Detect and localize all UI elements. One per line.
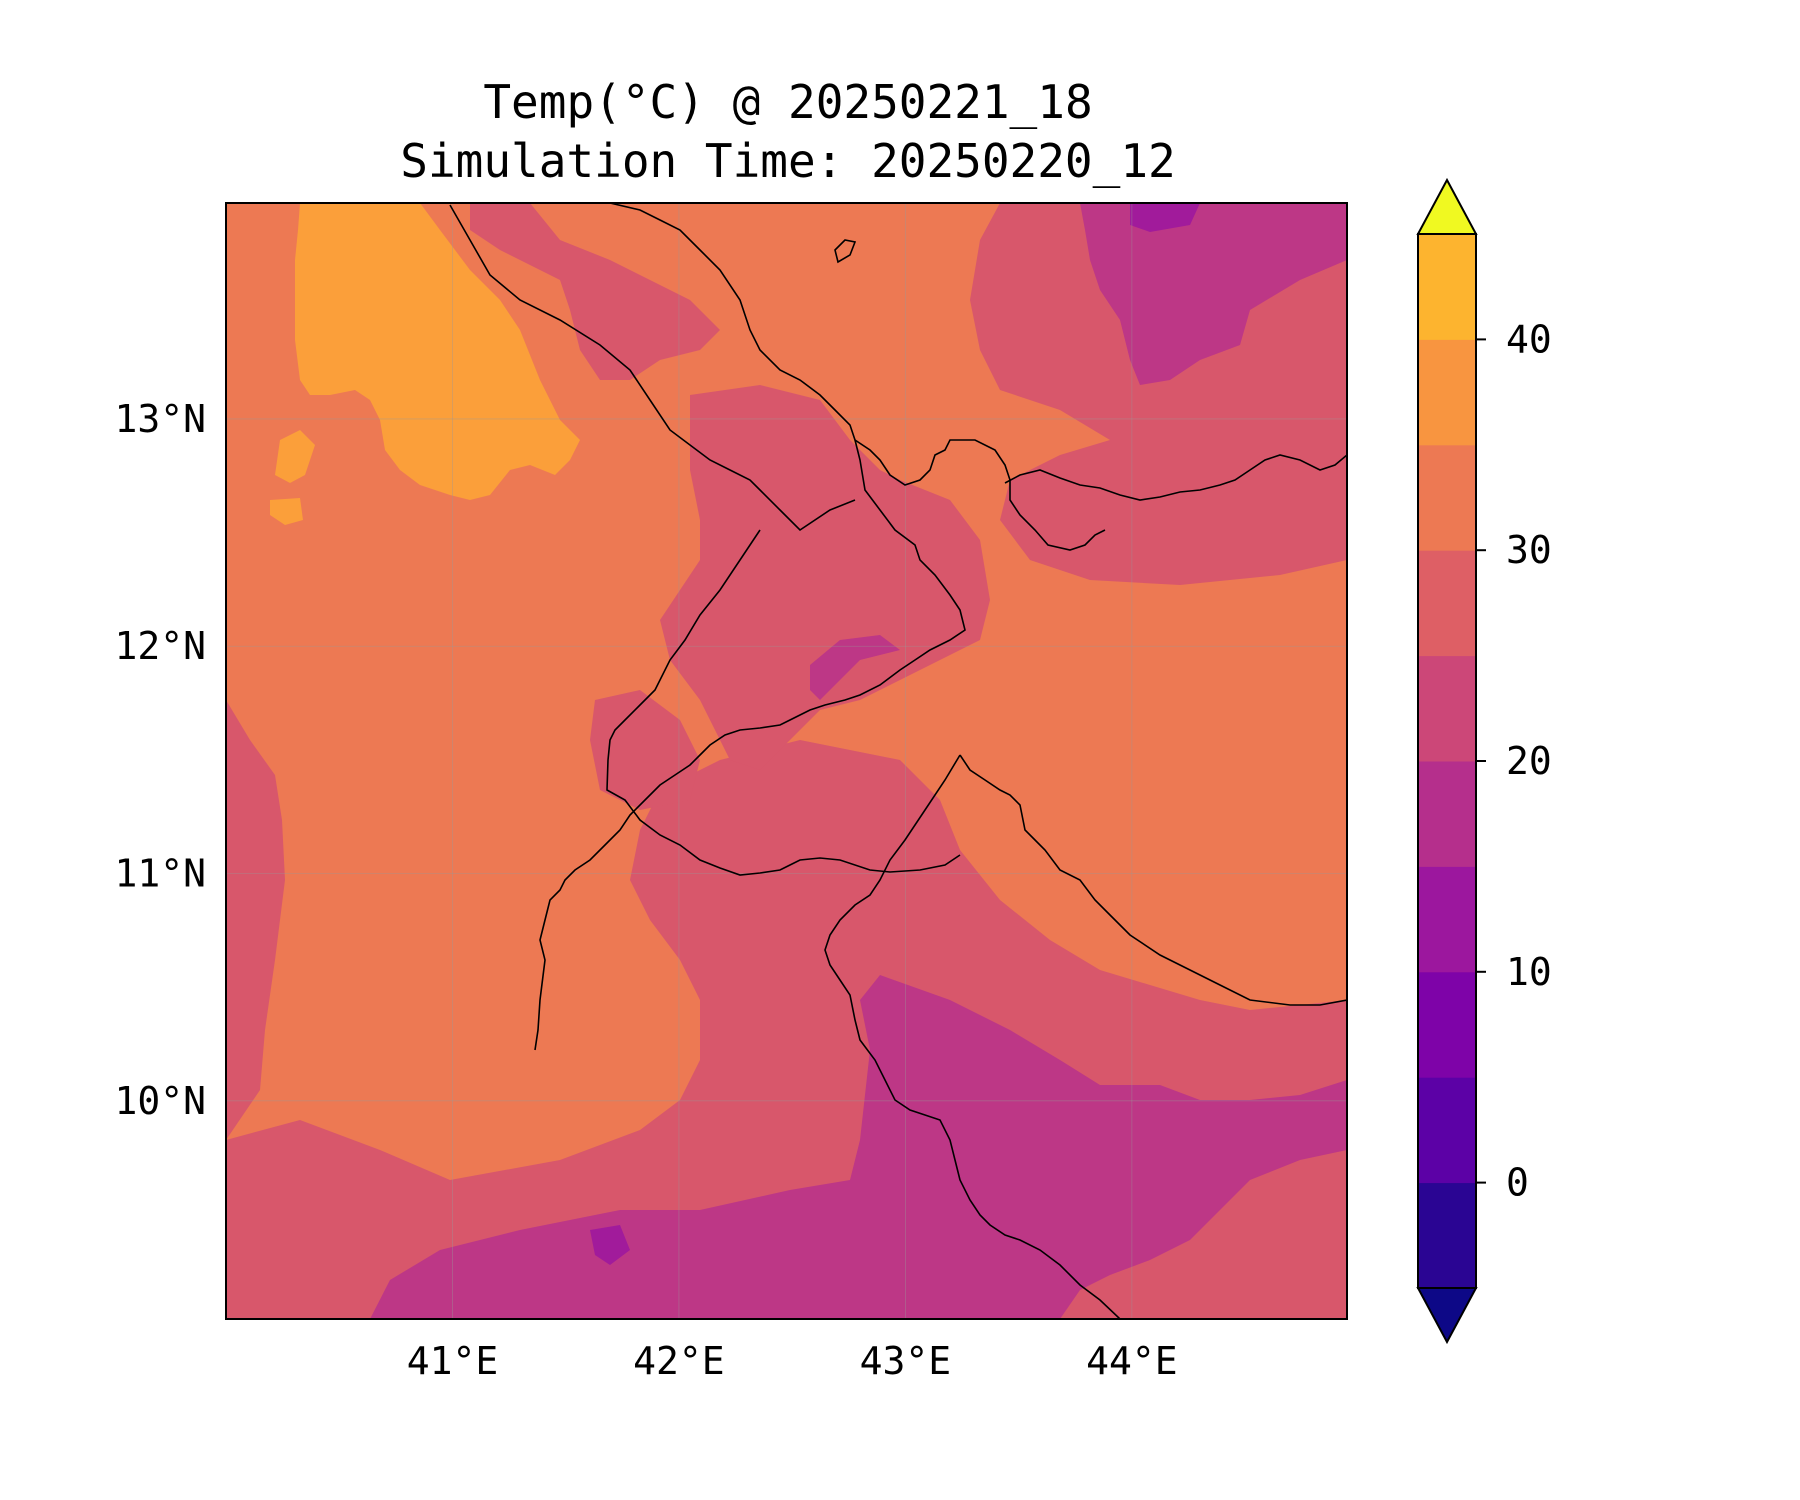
- border-ethiopia-eritrea: [449, 204, 856, 532]
- colorbar-segment-5: [1418, 655, 1476, 762]
- colorbar-extend-min: [1416, 1287, 1478, 1345]
- colorbar-extend-max: [1416, 177, 1478, 235]
- x-tick-label-0: 41°E: [407, 1339, 499, 1383]
- map-frame: [225, 202, 1348, 1320]
- x-tick-label-3: 44°E: [1086, 1339, 1178, 1383]
- colorbar-tick-label-3: 30: [1506, 528, 1552, 572]
- temp-region-20-25-west: [226, 700, 285, 1140]
- x-tick-label-2: 43°E: [860, 1339, 952, 1383]
- coastline-yemen: [1004, 454, 1347, 501]
- map-plot-area: [226, 203, 1347, 1319]
- temp-region-15-20-djibouti: [810, 635, 900, 700]
- chart-title-line1: Temp(°C) @ 20250221_18: [483, 75, 1092, 129]
- coastline-borders: [449, 203, 1347, 1319]
- coastline-gulf-of-tadjoura: [534, 439, 966, 1051]
- temp-region-10-15-south: [590, 1225, 630, 1265]
- temp-region-30-35-island-a: [275, 430, 315, 483]
- y-tick-label-3: 13°N: [114, 397, 206, 441]
- coastline-eritrea-djibouti: [609, 203, 1106, 551]
- colorbar-tick-label-1: 10: [1506, 950, 1552, 994]
- colorbar-tick-label-0: 0: [1506, 1161, 1529, 1205]
- temp-region-20-25-north: [470, 203, 720, 380]
- gridlines: [226, 203, 1347, 1319]
- coastline-somaliland: [959, 754, 1347, 1006]
- temp-region-20-25-center: [660, 385, 990, 770]
- colorbar-segment-2: [1418, 971, 1476, 1078]
- x-axis: 41°E 42°E 43°E 44°E: [407, 1339, 1178, 1383]
- colorbar-segment-3: [1418, 866, 1476, 973]
- temp-region-20-25-djibouti-west: [590, 690, 700, 810]
- colorbar: 0 10 20 30 40: [1416, 177, 1552, 1345]
- temp-region-15-20-northeast: [1080, 203, 1347, 385]
- colorbar-segment-1: [1418, 1077, 1476, 1184]
- y-tick-label-1: 11°N: [114, 852, 206, 896]
- border-ethiopia-somaliland: [824, 754, 1121, 1319]
- colorbar-tick-label-4: 40: [1506, 317, 1552, 361]
- temp-region-10-15-northeast: [1130, 203, 1200, 232]
- colorbar-segment-7: [1418, 444, 1476, 551]
- y-axis: 10°N 11°N 12°N 13°N: [114, 397, 206, 1123]
- border-ethiopia-djibouti: [606, 529, 961, 876]
- colorbar-segment-9: [1418, 234, 1476, 340]
- temp-region-30-35-northwest: [295, 203, 580, 500]
- y-tick-label-2: 12°N: [114, 624, 206, 668]
- x-tick-label-1: 42°E: [633, 1339, 725, 1383]
- temp-region-30-35-island-b: [270, 498, 303, 525]
- chart-title-line2: Simulation Time: 20250220_12: [400, 134, 1175, 188]
- colorbar-segment-8: [1418, 339, 1476, 446]
- colorbar-segment-6: [1418, 550, 1476, 657]
- colorbar-segment-4: [1418, 761, 1476, 867]
- colorbar-tick-label-2: 20: [1506, 739, 1552, 783]
- colorbar-segment-0: [1418, 1182, 1476, 1289]
- y-tick-label-0: 10°N: [114, 1079, 206, 1123]
- island-dahlak: [834, 239, 857, 264]
